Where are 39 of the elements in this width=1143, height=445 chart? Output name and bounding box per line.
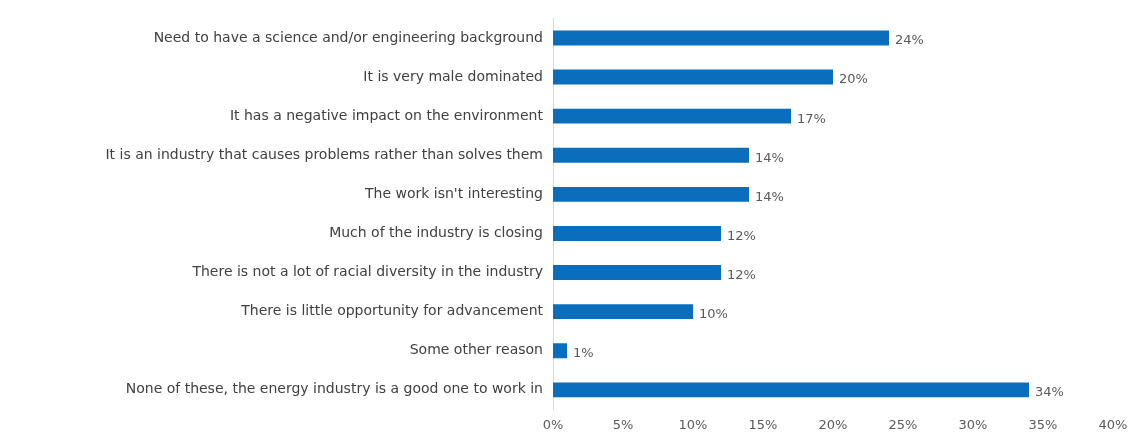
bar [553,382,1029,398]
x-tick-label: 30% [958,416,988,432]
data-label: 12% [727,266,756,282]
data-label: 17% [797,110,826,126]
x-tick-label: 5% [612,416,634,432]
bar [553,69,833,85]
x-tick-label: 15% [748,416,778,432]
y-tick-label: There is little opportunity for advancement [240,302,544,319]
x-tick-label: 20% [818,416,848,432]
x-tick-label: 10% [678,416,708,432]
bar [553,30,889,46]
y-tick-label: None of these, the energy industry is a good one to work in [125,380,543,397]
data-label: 1% [573,345,594,361]
x-tick-label: 40% [1098,416,1128,432]
data-label: 12% [727,227,756,243]
bar [553,304,693,320]
data-label: 14% [755,149,784,165]
y-tick-label: The work isn't interesting [363,184,543,201]
y-tick-label: It has a negative impact on the environment [229,106,544,123]
x-tick-label: 0% [542,416,564,432]
x-tick-label: 35% [1028,416,1058,432]
y-tick-label: Need to have a science and/or engineering background [153,28,543,45]
bar [553,265,721,280]
data-label: 10% [699,306,728,322]
bar [553,186,749,202]
y-tick-label: It is an industry that causes problems rather than solves them [105,145,543,162]
data-label: 24% [895,32,924,48]
data-label: 20% [839,71,868,87]
y-tick-label: Much of the industry is closing [329,224,543,241]
x-tick-label: 25% [888,416,918,432]
bar [553,147,749,163]
bar [553,108,791,124]
y-tick-label: There is not a lot of racial diversity in the industry [191,263,543,280]
bar [553,226,721,241]
y-tick-label: Some other reason [409,341,543,358]
data-label: 34% [1035,384,1064,400]
bar [553,343,567,359]
data-label: 14% [755,188,784,204]
y-tick-label: It is very male dominated [363,67,543,84]
